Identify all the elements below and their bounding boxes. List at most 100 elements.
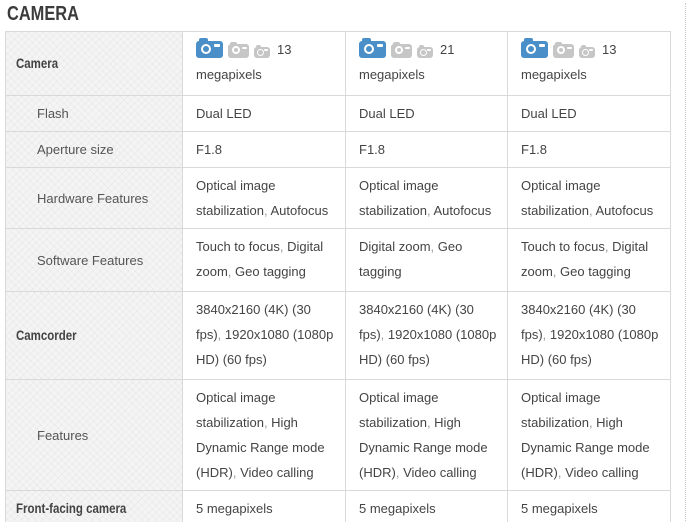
value-separator: , xyxy=(542,327,550,342)
value-separator: , xyxy=(232,465,241,480)
spec-value: 5 megapixels xyxy=(521,501,598,516)
spec-value: F1.8 xyxy=(521,142,548,157)
spec-value: Geo tagging xyxy=(359,239,463,279)
table-row-front-facing-camera: Front-facing camera 5 megapixels 5 megapix… xyxy=(5,490,671,522)
spec-value: Optical image stabilization xyxy=(521,390,601,430)
spec-value: Video calling xyxy=(403,465,477,480)
spec-value: Dual LED xyxy=(196,106,252,121)
spec-value: Autofocus xyxy=(433,203,492,218)
row-label-cell-flash: Flash xyxy=(5,95,183,132)
spec-value: 1920x1080 (1080p HD) (60 fps) xyxy=(359,327,497,367)
spec-value: Optical image stabilization xyxy=(196,390,276,430)
spec-value: 3840x2160 (4K) (30 fps) xyxy=(196,302,311,342)
spec-value: Digital zoom xyxy=(196,239,324,279)
spec-value-cell: Optical image stabilization, High Dynami… xyxy=(345,379,508,491)
row-label-cell-aperture-size: Aperture size xyxy=(5,131,183,168)
section-title: CAMERA xyxy=(7,3,692,25)
camera-flash xyxy=(405,47,410,49)
spec-value-cell: Optical image stabilization, High Dynami… xyxy=(182,379,346,491)
spec-value-cell: Touch to focus, Digital zoom, Geo taggin… xyxy=(182,228,346,292)
camera-lens xyxy=(201,44,211,54)
camera-secondary-icon xyxy=(553,42,574,58)
row-label: Aperture size xyxy=(37,142,114,157)
camera-lens xyxy=(257,49,264,56)
camera-flash xyxy=(242,47,247,49)
camera-primary-icon xyxy=(196,38,223,58)
camera-lens xyxy=(395,46,403,54)
camera-specs-page: CAMERA Camera 13 megapixels 21 megapixels 1… xyxy=(0,3,692,522)
spec-value-cell: 5 megapixels xyxy=(507,490,671,522)
table-row-software-features: Software Features Touch to focus, Digital… xyxy=(5,228,671,292)
table-row-hardware-features: Hardware Features Optical image stabiliza… xyxy=(5,167,671,229)
spec-value: High Dynamic Range mode (HDR) xyxy=(521,415,650,480)
camera-secondary-icon xyxy=(391,42,412,58)
spec-value: 3840x2160 (4K) (30 fps) xyxy=(359,302,474,342)
value-separator: , xyxy=(227,264,236,279)
spec-value: 1920x1080 (1080p HD) (60 fps) xyxy=(521,327,659,367)
value-separator: , xyxy=(395,465,404,480)
spec-value-cell: F1.8 xyxy=(182,131,346,168)
value-separator: , xyxy=(588,203,596,218)
camera-lens xyxy=(557,46,565,54)
spec-value: 5 megapixels xyxy=(196,501,273,516)
section-title-text: CAMERA xyxy=(7,3,79,25)
page-edge-dotted-divider xyxy=(685,3,686,522)
table-row-camera: Camera 13 megapixels 21 megapixels 13 megap… xyxy=(5,31,671,96)
spec-value: Optical image stabilization xyxy=(196,178,276,218)
spec-value: High Dynamic Range mode (HDR) xyxy=(196,415,325,480)
camera-lens xyxy=(364,44,374,54)
camera-spec-table: Camera 13 megapixels 21 megapixels 13 megap… xyxy=(5,31,671,522)
row-label: Front-facing camera xyxy=(16,501,127,516)
spec-value: High Dynamic Range mode (HDR) xyxy=(359,415,488,480)
spec-value-cell: F1.8 xyxy=(507,131,671,168)
camera-lens xyxy=(420,49,427,56)
camera-flash xyxy=(567,47,572,49)
camera-primary-icon xyxy=(521,38,548,58)
spec-value: Touch to focus xyxy=(196,239,280,254)
spec-value: 3840x2160 (4K) (30 fps) xyxy=(521,302,636,342)
row-label-cell-front-facing-camera: Front-facing camera xyxy=(5,490,183,522)
spec-value-cell: 13 megapixels xyxy=(182,31,346,96)
spec-value: Digital zoom xyxy=(359,239,431,254)
spec-value: Geo tagging xyxy=(235,264,306,279)
spec-value: Dual LED xyxy=(359,106,415,121)
value-separator: , xyxy=(426,415,435,430)
megapixel-value: 13 megapixels xyxy=(521,42,617,82)
table-row-flash: Flash Dual LED Dual LED Dual LED xyxy=(5,95,671,132)
spec-value-cell: Optical image stabilization, High Dynami… xyxy=(507,379,671,491)
value-separator: , xyxy=(430,239,438,254)
spec-value-cell: Optical image stabilization, Autofocus xyxy=(182,167,346,229)
spec-value-cell: F1.8 xyxy=(345,131,508,168)
spec-value: Touch to focus xyxy=(521,239,605,254)
value-separator: , xyxy=(217,327,225,342)
row-label-cell-camera: Camera xyxy=(5,31,183,96)
table-row-camcorder: Camcorder 3840x2160 (4K) (30 fps), 1920x1… xyxy=(5,291,671,380)
value-separator: , xyxy=(263,415,272,430)
row-label: Camcorder xyxy=(16,328,77,343)
value-separator: , xyxy=(426,203,434,218)
spec-value-cell: Dual LED xyxy=(182,95,346,132)
spec-value-cell: Dual LED xyxy=(345,95,508,132)
spec-value-cell: 3840x2160 (4K) (30 fps), 1920x1080 (1080… xyxy=(507,291,671,380)
camera-flash xyxy=(214,44,220,47)
camera-lens xyxy=(582,49,589,56)
camera-lens xyxy=(526,44,536,54)
row-label: Software Features xyxy=(37,252,144,268)
spec-value: Video calling xyxy=(240,465,314,480)
row-label-cell-features: Features xyxy=(5,379,183,491)
spec-value: Autofocus xyxy=(270,203,329,218)
camera-flash xyxy=(589,49,593,51)
row-label: Camera xyxy=(16,56,59,71)
spec-table-body: Camera 13 megapixels 21 megapixels 13 megap… xyxy=(5,31,671,522)
camera-flash xyxy=(539,44,545,47)
spec-value-cell: Optical image stabilization, Autofocus xyxy=(507,167,671,229)
spec-value: Dual LED xyxy=(521,106,577,121)
spec-value: 1920x1080 (1080p HD) (60 fps) xyxy=(196,327,334,367)
row-label-cell-camcorder: Camcorder xyxy=(5,291,183,380)
spec-value: 5 megapixels xyxy=(359,501,436,516)
table-row-aperture-size: Aperture size F1.8 F1.8 F1.8 xyxy=(5,131,671,168)
spec-value: F1.8 xyxy=(359,142,386,157)
spec-value: F1.8 xyxy=(196,142,223,157)
spec-value-cell: 5 megapixels xyxy=(182,490,346,522)
megapixel-value: 21 megapixels xyxy=(359,42,455,82)
